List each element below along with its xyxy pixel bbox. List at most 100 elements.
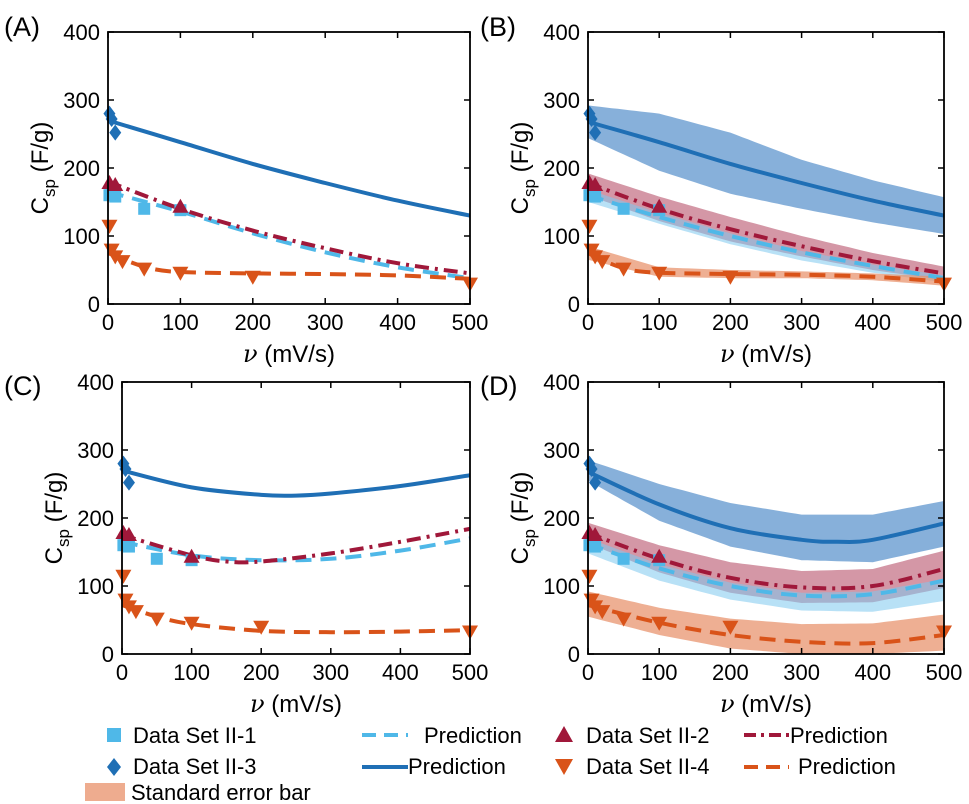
x-tick-label: 500 <box>452 310 489 335</box>
x-axis-label: ν (mV/s) <box>720 340 812 368</box>
x-tick-label: 300 <box>783 660 820 685</box>
prediction-line-ds4 <box>122 603 470 635</box>
marker-ds4 <box>114 255 131 270</box>
panel-1: (A) 0 100 200 300 400 500 0 100 200 300 400 ν (mV/s)… <box>4 12 488 368</box>
x-axis-unit: (mV/s) <box>265 691 342 718</box>
y-tick-label: 300 <box>543 438 580 463</box>
prediction-line-ds1 <box>588 541 944 599</box>
marker-ds1 <box>617 552 630 565</box>
marker-ds2 <box>120 527 137 541</box>
prediction-line-ds3 <box>122 468 470 498</box>
y-tick-label: 200 <box>77 506 114 531</box>
prediction-line-ds4 <box>108 251 470 281</box>
prediction-line-ds2 <box>108 179 470 276</box>
y-tick-label: 0 <box>102 642 114 667</box>
x-axis-symbol: ν <box>720 340 735 368</box>
prediction-line-ds3 <box>108 118 470 218</box>
y-axis-main: C <box>507 547 534 564</box>
error-band-ds4 <box>588 246 944 286</box>
legend-marker-ds2 <box>555 726 573 742</box>
marker-ds2 <box>183 548 200 563</box>
panel-label: (D) <box>480 371 517 401</box>
legend: Data Set II-1 Prediction Data Set II-2 P… <box>85 723 896 804</box>
marker-ds2 <box>651 198 668 213</box>
x-tick-label: 500 <box>926 310 963 335</box>
error-band-ds4 <box>588 591 944 654</box>
y-tick-label: 0 <box>568 292 580 317</box>
y-axis-sub: sp <box>520 529 539 547</box>
marker-ds1 <box>138 202 151 215</box>
x-tick-label: 200 <box>243 660 280 685</box>
marker-ds2 <box>587 527 604 541</box>
y-axis-unit: (F/g) <box>507 122 534 179</box>
panel-4: (D) 0 100 200 300 400 500 0 100 200 300 400 ν (mV/s)… <box>480 370 962 718</box>
x-tick-label: 400 <box>854 660 891 685</box>
marker-ds1 <box>109 190 122 203</box>
x-axis-symbol: ν <box>720 690 735 718</box>
marker-ds2 <box>107 177 124 191</box>
y-axis-label: Csp (F/g) <box>41 472 73 565</box>
x-tick-label: 100 <box>162 310 199 335</box>
x-tick-label: 400 <box>854 310 891 335</box>
y-axis-sub: sp <box>54 529 73 547</box>
legend-marker-ds1 <box>107 728 121 742</box>
legend-label-ds3: Data Set II-3 <box>133 754 257 779</box>
x-tick-label: 400 <box>379 310 416 335</box>
marker-ds4 <box>581 569 598 584</box>
x-tick-label: 300 <box>783 310 820 335</box>
marker-ds1 <box>589 190 602 203</box>
marker-ds4 <box>115 569 132 584</box>
panel-3: (C) 0 100 200 300 400 500 0 100 200 300 400 ν (mV/s)… <box>4 370 488 718</box>
marker-ds1 <box>122 540 135 553</box>
marker-ds4 <box>722 620 739 635</box>
prediction-line-ds2 <box>122 526 470 565</box>
marker-ds3 <box>589 124 602 141</box>
error-band-ds3 <box>588 105 944 235</box>
x-axis-unit: (mV/s) <box>258 341 335 368</box>
marker-ds4 <box>253 620 270 635</box>
marker-ds4 <box>651 616 668 631</box>
x-tick-label: 200 <box>712 310 749 335</box>
x-tick-label: 100 <box>173 660 210 685</box>
x-axis-label: ν (mV/s) <box>720 690 812 718</box>
y-axis-unit: (F/g) <box>41 472 68 529</box>
prediction-line-ds3 <box>588 119 944 218</box>
marker-ds4 <box>594 605 611 620</box>
marker-ds4 <box>615 262 632 277</box>
y-axis-sub: sp <box>520 179 539 197</box>
panel-2: (B) 0 100 200 300 400 500 0 100 200 300 400 ν (mV/s)… <box>480 12 962 368</box>
y-tick-label: 100 <box>543 224 580 249</box>
plot-area <box>588 105 944 286</box>
x-tick-label: 0 <box>102 310 114 335</box>
legend-marker-ds3 <box>107 758 121 776</box>
y-tick-label: 400 <box>77 370 114 395</box>
y-axis-sub: sp <box>40 179 59 197</box>
y-tick-label: 400 <box>543 20 580 45</box>
legend-band-swatch <box>85 783 125 801</box>
marker-ds4 <box>172 266 189 281</box>
marker-ds2 <box>587 177 604 191</box>
x-axis-label: ν (mV/s) <box>250 690 342 718</box>
panel-label: (B) <box>480 12 516 42</box>
y-tick-label: 100 <box>543 574 580 599</box>
x-tick-label: 500 <box>926 660 963 685</box>
panel-label: (A) <box>4 12 40 42</box>
legend-label-band: Standard error bar <box>131 780 311 804</box>
legend-marker-ds4 <box>555 759 573 775</box>
marker-ds3 <box>122 474 135 491</box>
marker-ds4 <box>581 219 598 234</box>
marker-ds2 <box>172 198 189 213</box>
prediction-line-ds1 <box>108 189 470 281</box>
y-axis-unit: (F/g) <box>27 122 54 179</box>
y-tick-label: 300 <box>543 88 580 113</box>
marker-ds3 <box>589 474 602 491</box>
error-band-ds2 <box>588 522 944 603</box>
plot-area <box>588 460 944 654</box>
y-tick-label: 200 <box>63 156 100 181</box>
plot-area <box>122 468 470 635</box>
legend-label-pred-ds4: Prediction <box>798 754 896 779</box>
marker-ds4 <box>107 250 124 265</box>
prediction-line-ds2 <box>588 531 944 591</box>
legend-label-pred-ds1: Prediction <box>424 723 522 748</box>
